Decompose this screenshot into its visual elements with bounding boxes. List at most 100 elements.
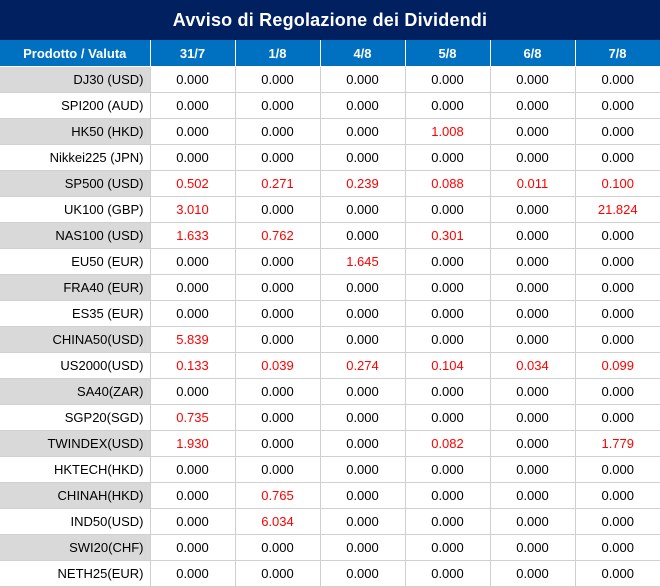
table-row: UK100 (GBP) 3.010 0.000 0.000 0.000 0.000 21.8… <box>0 196 660 223</box>
product-cell: DJ30 (USD) <box>0 66 150 93</box>
product-cell: SPI200 (AUD) <box>0 92 150 119</box>
dividend-value-cell: 0.000 <box>234 560 320 587</box>
dividend-value-cell: 0.000 <box>149 118 235 145</box>
dividend-value-cell: 0.011 <box>489 170 575 197</box>
table-row: SP500 (USD) 0.502 0.271 0.239 0.088 0.011 0.10… <box>0 170 660 197</box>
dividend-value-cell: 0.000 <box>489 274 575 301</box>
table-row: SGP20(SGD) 0.735 0.000 0.000 0.000 0.000 0.000 <box>0 404 660 431</box>
dividend-value-cell: 1.008 <box>404 118 490 145</box>
dividend-value-cell: 0.000 <box>319 534 405 561</box>
dividend-value-cell: 0.000 <box>404 144 490 171</box>
dividend-value-cell: 0.000 <box>404 196 490 223</box>
dividend-value-cell: 0.000 <box>489 326 575 353</box>
dividend-value-cell: 0.000 <box>404 274 490 301</box>
product-cell: IND50(USD) <box>0 508 150 535</box>
dividend-value-cell: 0.000 <box>149 534 235 561</box>
dividend-value-cell: 0.735 <box>149 404 235 431</box>
title-bar: Avviso di Regolazione dei Dividendi <box>0 0 660 40</box>
dividend-value-cell: 0.000 <box>149 144 235 171</box>
dividend-value-cell: 0.000 <box>489 378 575 405</box>
dividend-value-cell: 0.000 <box>574 248 660 275</box>
dividend-value-cell: 0.274 <box>319 352 405 379</box>
table-row: HK50 (HKD) 0.000 0.000 0.000 1.008 0.000 0.000 <box>0 118 660 145</box>
dividend-value-cell: 0.000 <box>489 196 575 223</box>
dividend-value-cell: 0.000 <box>319 404 405 431</box>
dividend-value-cell: 0.000 <box>574 404 660 431</box>
dividend-value-cell: 0.000 <box>489 66 575 93</box>
dividend-value-cell: 0.000 <box>149 92 235 119</box>
table-row: DJ30 (USD) 0.000 0.000 0.000 0.000 0.000 0.000 <box>0 66 660 93</box>
dividend-value-cell: 0.000 <box>574 482 660 509</box>
dividend-value-cell: 0.000 <box>489 118 575 145</box>
dividend-table: Prodotto / Valuta 31/7 1/8 4/8 5/8 6/8 7… <box>0 40 660 587</box>
table-row: IND50(USD) 0.000 6.034 0.000 0.000 0.000 0.000 <box>0 508 660 535</box>
product-cell: SA40(ZAR) <box>0 378 150 405</box>
dividend-value-cell: 1.779 <box>574 430 660 457</box>
table-row: NAS100 (USD) 1.633 0.762 0.000 0.301 0.000 0.0… <box>0 222 660 249</box>
dividend-value-cell: 0.000 <box>234 456 320 483</box>
table-row: US2000(USD) 0.133 0.039 0.274 0.104 0.034 0.09… <box>0 352 660 379</box>
dividend-value-cell: 5.839 <box>149 326 235 353</box>
dividend-value-cell: 0.762 <box>234 222 320 249</box>
dividend-value-cell: 0.000 <box>149 378 235 405</box>
dividend-value-cell: 0.000 <box>574 274 660 301</box>
product-cell: NETH25(EUR) <box>0 560 150 587</box>
product-cell: HK50 (HKD) <box>0 118 150 145</box>
dividend-value-cell: 0.000 <box>574 222 660 249</box>
dividend-value-cell: 0.000 <box>319 430 405 457</box>
product-cell: FRA40 (EUR) <box>0 274 150 301</box>
table-row: HKTECH(HKD) 0.000 0.000 0.000 0.000 0.000 0.00… <box>0 456 660 483</box>
dividend-value-cell: 0.000 <box>319 508 405 535</box>
dividend-value-cell: 0.000 <box>149 66 235 93</box>
dividend-value-cell: 0.000 <box>404 534 490 561</box>
dividend-value-cell: 0.133 <box>149 352 235 379</box>
dividend-value-cell: 0.000 <box>404 92 490 119</box>
header-date: 6/8 <box>489 40 576 67</box>
dividend-value-cell: 0.000 <box>234 118 320 145</box>
dividend-value-cell: 0.000 <box>404 248 490 275</box>
dividend-value-cell: 0.000 <box>489 508 575 535</box>
dividend-value-cell: 0.000 <box>574 508 660 535</box>
dividend-value-cell: 0.000 <box>489 300 575 327</box>
dividend-value-cell: 0.000 <box>404 482 490 509</box>
product-cell: HKTECH(HKD) <box>0 456 150 483</box>
product-cell: NAS100 (USD) <box>0 222 150 249</box>
dividend-value-cell: 0.000 <box>319 144 405 171</box>
table-row: CHINA50(USD) 5.839 0.000 0.000 0.000 0.000 0.0… <box>0 326 660 353</box>
dividend-value-cell: 0.000 <box>319 196 405 223</box>
dividend-value-cell: 0.000 <box>574 326 660 353</box>
table-row: CHINAH(HKD) 0.000 0.765 0.000 0.000 0.000 0.00… <box>0 482 660 509</box>
dividend-value-cell: 0.000 <box>404 66 490 93</box>
dividend-value-cell: 21.824 <box>574 196 660 223</box>
dividend-value-cell: 0.000 <box>234 430 320 457</box>
table-row: NETH25(EUR) 0.000 0.000 0.000 0.000 0.000 0.00… <box>0 560 660 587</box>
dividend-value-cell: 0.000 <box>149 248 235 275</box>
dividend-value-cell: 0.000 <box>574 118 660 145</box>
page-title: Avviso di Regolazione dei Dividendi <box>172 9 488 30</box>
product-cell: SP500 (USD) <box>0 170 150 197</box>
dividend-value-cell: 0.000 <box>404 326 490 353</box>
dividend-value-cell: 0.000 <box>574 456 660 483</box>
table-row: Nikkei225 (JPN) 0.000 0.000 0.000 0.000 0.000… <box>0 144 660 171</box>
header-date: 31/7 <box>149 40 236 67</box>
table-row: SA40(ZAR) 0.000 0.000 0.000 0.000 0.000 0.000 <box>0 378 660 405</box>
dividend-value-cell: 0.000 <box>404 300 490 327</box>
table-header: Prodotto / Valuta 31/7 1/8 4/8 5/8 6/8 7… <box>0 40 660 67</box>
dividend-value-cell: 0.000 <box>319 456 405 483</box>
dividend-value-cell: 0.100 <box>574 170 660 197</box>
dividend-value-cell: 0.000 <box>319 222 405 249</box>
dividend-value-cell: 0.000 <box>319 66 405 93</box>
dividend-value-cell: 0.000 <box>489 404 575 431</box>
dividend-value-cell: 0.000 <box>489 430 575 457</box>
dividend-value-cell: 0.000 <box>489 482 575 509</box>
header-date: 7/8 <box>574 40 660 67</box>
dividend-value-cell: 0.000 <box>234 196 320 223</box>
dividend-value-cell: 3.010 <box>149 196 235 223</box>
dividend-value-cell: 0.000 <box>149 300 235 327</box>
product-cell: SWI20(CHF) <box>0 534 150 561</box>
header-date: 4/8 <box>319 40 406 67</box>
dividend-value-cell: 0.000 <box>574 92 660 119</box>
dividend-value-cell: 0.239 <box>319 170 405 197</box>
dividend-value-cell: 0.000 <box>149 560 235 587</box>
dividend-value-cell: 0.000 <box>319 300 405 327</box>
